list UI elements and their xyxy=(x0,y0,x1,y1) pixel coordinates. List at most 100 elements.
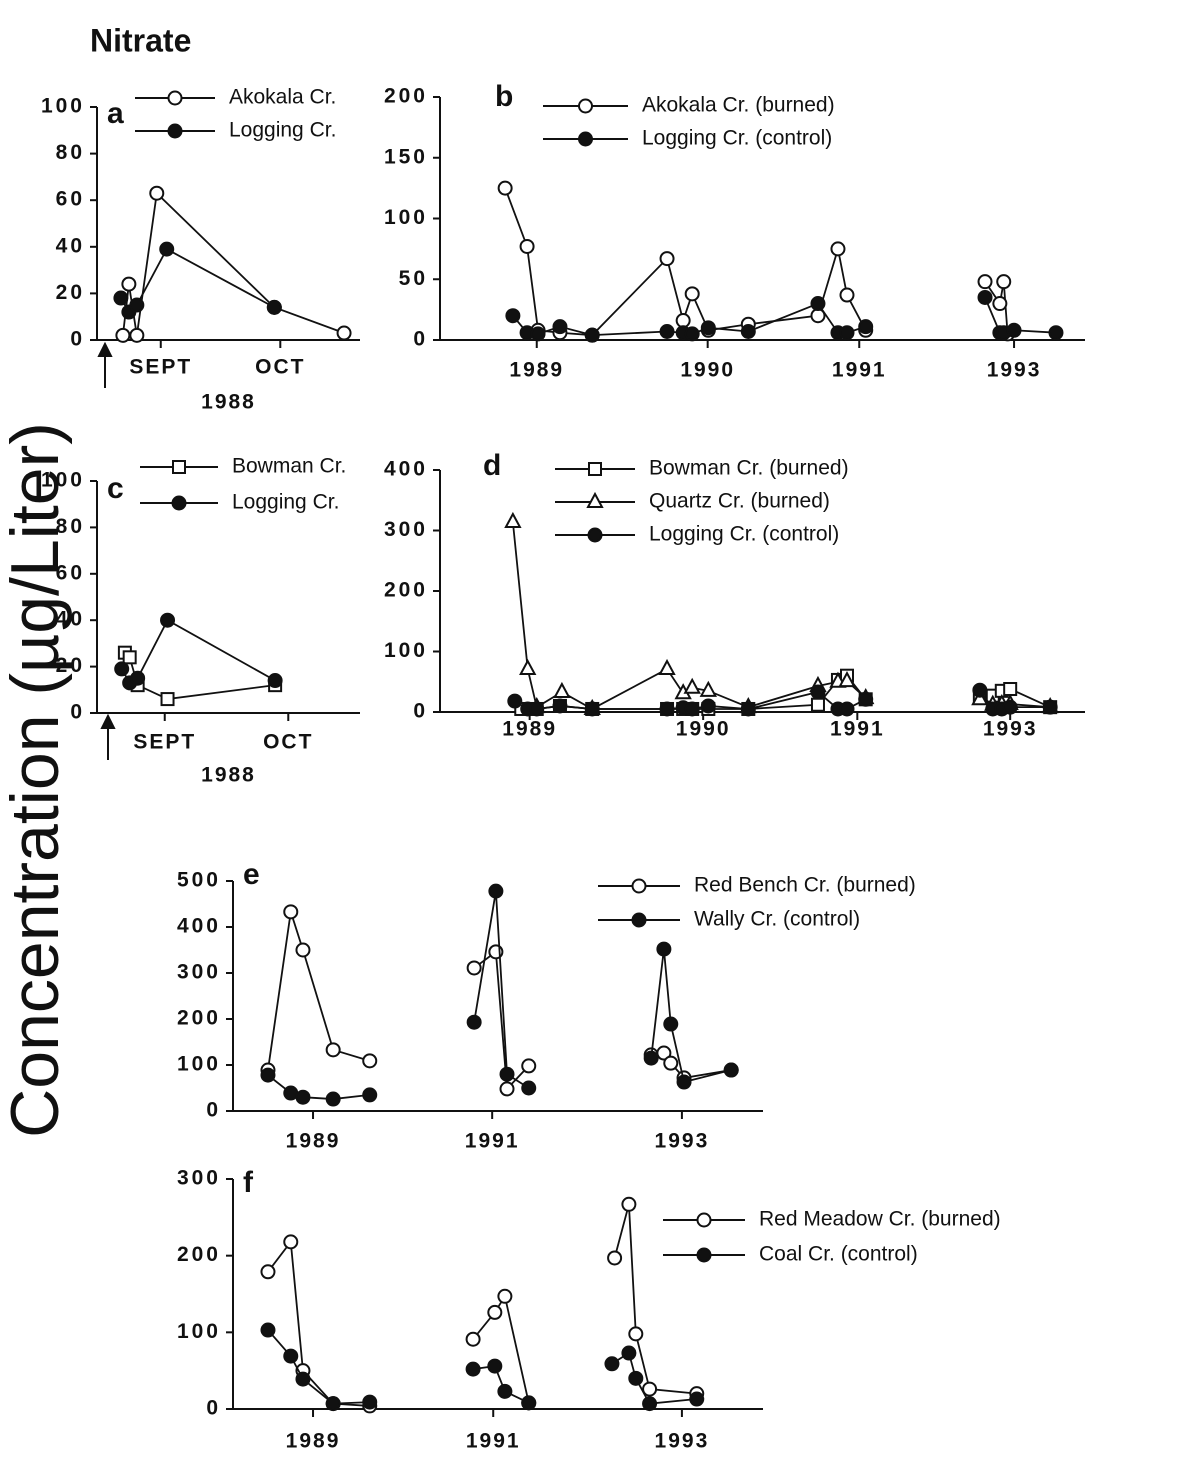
marker xyxy=(507,693,523,709)
y-tick-label: 40 xyxy=(56,608,85,631)
panel-label: e xyxy=(243,858,260,891)
marker xyxy=(977,274,993,290)
x-tick-label: 1989 xyxy=(509,359,564,382)
marker xyxy=(658,658,676,676)
marker xyxy=(587,527,603,543)
marker xyxy=(663,1016,679,1032)
x-tick-label: OCT xyxy=(255,356,305,379)
marker xyxy=(283,1348,299,1364)
marker xyxy=(584,701,600,717)
panel: b 0 50 100 150 200 1989 1990 1991 1993 Akokala Cr.… xyxy=(384,80,1085,382)
arrow-head xyxy=(100,713,116,729)
series-line xyxy=(511,521,1051,711)
marker xyxy=(684,701,700,717)
arrow-head xyxy=(97,341,113,357)
y-tick-label: 200 xyxy=(384,85,428,108)
marker xyxy=(631,878,647,894)
legend-label: Red Bench Cr. (burned) xyxy=(694,874,916,897)
marker xyxy=(740,323,756,339)
figure-title: Nitrate xyxy=(90,22,191,58)
marker xyxy=(283,1234,299,1250)
marker xyxy=(1003,682,1018,697)
marker xyxy=(129,327,145,343)
legend-label: Wally Cr. (control) xyxy=(694,908,860,931)
x-tick-label: 1993 xyxy=(655,1430,710,1453)
y-tick-label: 80 xyxy=(56,515,85,538)
marker xyxy=(325,1091,341,1107)
marker xyxy=(295,942,311,958)
legend-label: Akokala Cr. (burned) xyxy=(642,94,835,117)
arrow xyxy=(97,341,116,760)
marker xyxy=(723,1062,739,1078)
legend-label: Bowman Cr. xyxy=(232,455,346,478)
legend-label: Logging Cr. xyxy=(232,491,339,514)
marker xyxy=(656,941,672,957)
panel: a 0 20 40 60 80 100 SEPT OCT 1988 Akokala Cr. Loggi… xyxy=(41,86,360,414)
series-line xyxy=(122,191,345,336)
marker xyxy=(159,241,175,257)
marker xyxy=(699,680,717,697)
x-tick-label: 1989 xyxy=(502,718,557,741)
marker xyxy=(497,1383,513,1399)
marker xyxy=(130,670,146,686)
marker xyxy=(578,98,593,114)
x-tick-label: 1991 xyxy=(832,359,887,382)
x-tick-label: OCT xyxy=(263,731,313,754)
y-tick-label: 300 xyxy=(384,518,428,541)
marker xyxy=(530,326,546,342)
marker xyxy=(628,1370,644,1386)
y-tick-label: 100 xyxy=(177,1053,221,1076)
marker xyxy=(607,1250,623,1266)
marker xyxy=(1002,699,1018,715)
x-tick-label: 1991 xyxy=(465,1130,520,1153)
marker xyxy=(465,1331,481,1347)
marker xyxy=(497,180,513,196)
y-tick-label: 100 xyxy=(384,639,428,662)
marker xyxy=(838,671,856,688)
marker xyxy=(487,1304,503,1320)
marker xyxy=(505,308,521,324)
marker xyxy=(810,684,826,700)
series-line xyxy=(120,618,276,685)
x-axis-label: 1988 xyxy=(201,391,256,414)
y-tick-label: 40 xyxy=(56,234,85,257)
x-tick-label: 1989 xyxy=(286,1430,341,1453)
marker xyxy=(992,296,1008,312)
marker xyxy=(521,1058,537,1074)
marker xyxy=(499,1081,515,1097)
y-tick-label: 0 xyxy=(206,1397,221,1420)
marker xyxy=(1006,322,1022,338)
legend-label: Coal Cr. (control) xyxy=(759,1243,918,1266)
x-tick-label: 1991 xyxy=(466,1430,521,1453)
marker xyxy=(977,289,993,305)
marker xyxy=(325,1396,341,1412)
y-tick-label: 100 xyxy=(177,1320,221,1343)
marker xyxy=(676,1074,692,1090)
y-tick-label: 400 xyxy=(384,458,428,481)
y-tick-label: 300 xyxy=(177,961,221,984)
y-tick-label: 200 xyxy=(177,1007,221,1030)
panel-label: d xyxy=(483,449,501,482)
panel: e 0 100 200 300 400 500 1989 1991 1993 Red Bench C… xyxy=(177,858,916,1153)
y-tick-label: 400 xyxy=(177,915,221,938)
marker xyxy=(552,319,568,335)
marker xyxy=(260,1067,276,1083)
marker xyxy=(114,661,130,677)
marker xyxy=(552,698,568,714)
marker xyxy=(553,681,571,699)
marker xyxy=(325,1042,341,1058)
marker xyxy=(971,689,989,706)
marker xyxy=(283,904,299,920)
panel-label: b xyxy=(495,80,513,113)
marker xyxy=(631,912,647,928)
x-tick-label: 1990 xyxy=(676,718,731,741)
x-tick-label: SEPT xyxy=(129,356,192,379)
legend-label: Logging Cr. (control) xyxy=(649,523,839,546)
marker xyxy=(642,1381,658,1397)
y-tick-label: 50 xyxy=(399,267,428,290)
marker xyxy=(172,460,186,474)
marker xyxy=(488,883,504,899)
marker xyxy=(643,1050,659,1066)
marker xyxy=(858,691,874,707)
